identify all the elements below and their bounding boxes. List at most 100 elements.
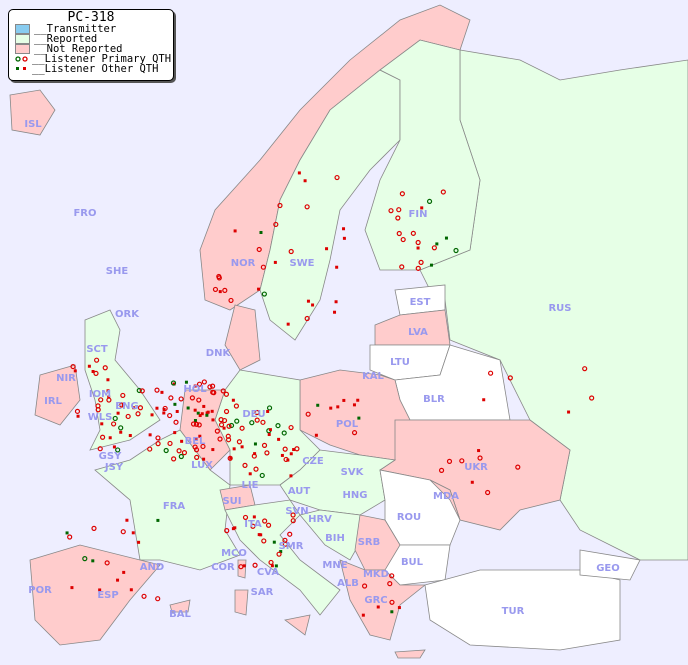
listener-primary-qth-marker [139,388,145,394]
country-label-lva: LVA [408,327,428,338]
reported-swatch [15,34,30,44]
listener-primary-qth-marker [288,424,294,431]
country-label-mda: MDA [433,491,459,502]
listener-other-qth-marker [342,227,346,231]
listener-primary-qth-marker [485,489,491,496]
country-label-lux: LUX [191,460,213,471]
listener-other-qth-marker [193,384,197,388]
country-ireland [34,364,81,426]
country-label-jsy: JSY [104,462,124,473]
listener-other-qth-marker [150,413,154,417]
listener-other-qth-marker [233,526,237,530]
listener-primary-qth-marker [222,287,228,293]
listener-primary-qth-marker [125,413,131,420]
listener-primary-qth-marker [214,428,220,434]
listener-primary-qth-marker [67,534,73,540]
listener-primary-qth-marker [200,443,206,450]
country-label-tur: TUR [502,606,525,617]
country-label-cze: CZE [302,456,324,467]
country-label-fra: FRA [163,501,186,512]
listener-primary-qth-marker [395,215,401,221]
listener-primary-qth-marker [400,236,406,243]
listener-other-qth-marker [106,389,110,393]
listener-other-qth-marker [277,437,281,441]
listener-primary-qth-marker [189,395,195,401]
listener-primary-qth-marker [287,531,293,537]
listener-other-qth-marker [108,436,112,440]
country-label-sct: SCT [86,344,108,355]
country-label-blr: BLR [423,394,445,405]
listener-primary-qth-marker [277,202,283,209]
country-label-bel: BEL [185,436,206,447]
listener-primary-qth-marker [250,523,256,529]
listener-primary-qth-marker [582,366,588,372]
country-label-cor: COR [211,562,235,573]
country-label-est: EST [410,297,431,308]
listener-primary-qth-marker [290,518,296,524]
listener-other-qth-marker [376,605,380,609]
listener-primary-qth-marker [167,440,173,447]
listener-primary-qth-marker [147,446,153,452]
listener-other-qth-marker [567,410,571,414]
listener-primary-qth-marker [459,458,465,464]
listener-primary-qth-marker [294,446,300,452]
listener-other-qth-marker [116,578,120,582]
country-label-hrv: HRV [308,514,332,525]
listener-other-qth-marker [211,448,215,452]
listener-other-qth-marker [222,426,226,430]
listener-primary-qth-marker [440,189,446,195]
listener-primary-qth-marker [288,248,294,255]
country-label-svk: SVK [341,467,365,478]
country-label-svn: SVN [285,506,308,517]
listener-primary-qth-marker [163,447,169,454]
listener-other-qth-marker [274,564,278,568]
listener-other-qth-marker [148,433,152,437]
country-label-nir: NIR [56,373,76,384]
listener-other-qth-marker [210,409,214,413]
listener-primary-qth-marker [304,315,310,322]
listener-primary-qth-marker [210,389,216,395]
country-label-srb: SRB [358,537,381,548]
listener-other-qth-marker [196,411,200,415]
listener-other-qth-marker [194,437,198,441]
country-label-gsy: GSY [99,451,122,462]
listener-primary-qth-marker [93,370,99,377]
country-sardinia [234,589,249,616]
listener-primary-qth-marker [305,411,311,417]
listener-other-qth-marker [186,406,190,410]
listener-other-qth-marker [73,369,77,373]
legend-other-qth: __Listener Other QTH [9,64,173,74]
listener-primary-qth-marker [194,454,200,460]
country-label-pol: POL [336,419,359,430]
listener-primary-qth-marker [141,593,147,599]
listener-other-qth-marker [107,395,111,399]
listener-other-qth-marker [173,431,177,435]
country-label-rus: RUS [548,303,571,314]
country-label-cva: CVA [257,567,279,578]
listener-primary-qth-marker [252,562,258,568]
listener-other-qth-marker [286,458,290,462]
listener-primary-qth-marker [224,528,230,534]
listener-primary-qth-marker [226,423,232,429]
listener-other-qth-marker [98,588,102,592]
listener-other-qth-marker [390,610,394,614]
listener-other-qth-marker [416,246,420,250]
listener-other-qth-marker [198,414,202,418]
listener-other-qth-marker [420,206,424,210]
listener-primary-qth-marker [171,456,177,462]
country-denmark [224,304,261,371]
country-label-bih: BIH [325,533,345,544]
listener-other-qth-marker [202,457,206,461]
listener-primary-qth-marker [259,472,265,479]
listener-other-qth-marker [156,518,160,522]
country-moldova [429,479,461,521]
country-label-swe: SWE [289,258,314,269]
listener-primary-qth-marker [276,551,282,557]
listener-primary-qth-marker [261,291,267,297]
listener-primary-qth-marker [155,435,161,441]
listener-primary-qth-marker [304,204,310,210]
listener-primary-qth-marker [260,264,266,270]
listener-other-qth-marker [334,300,338,304]
legend-title: PC-318 [67,10,115,25]
